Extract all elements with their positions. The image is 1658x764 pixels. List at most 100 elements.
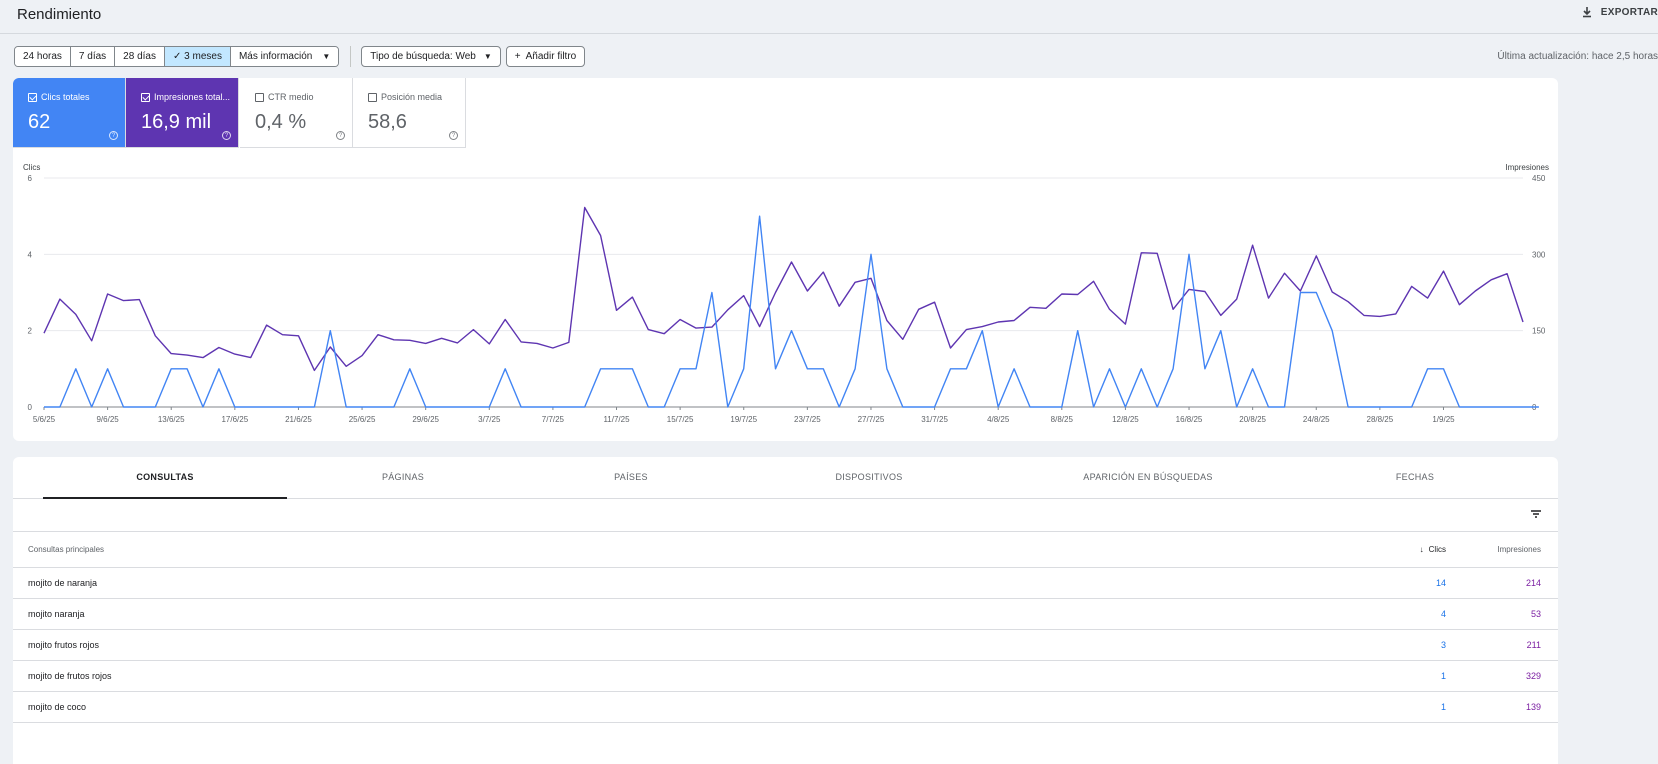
x-tick-label: 28/8/25 — [1367, 415, 1394, 424]
range-24h[interactable]: 24 horas — [15, 47, 71, 66]
impressions-cell: 139 — [1525, 702, 1541, 712]
x-tick-label: 13/6/25 — [158, 415, 185, 424]
search-type-dropdown[interactable]: Tipo de búsqueda: Web ▼ — [361, 46, 501, 67]
x-tick-label: 4/8/25 — [987, 415, 1010, 424]
checkbox-checked-icon — [141, 92, 150, 102]
table-row[interactable]: mojito naranja 4 53 — [13, 599, 1558, 630]
checkbox-unchecked-icon — [368, 92, 377, 102]
column-header-queries[interactable]: Consultas principales — [28, 545, 105, 554]
clicks-cell: 1 — [1440, 671, 1446, 681]
range-3m[interactable]: ✓ 3 meses — [164, 47, 231, 66]
metric-label: CTR medio — [268, 92, 314, 102]
add-filter-button[interactable]: + Añadir filtro — [505, 46, 586, 67]
table-row[interactable]: mojito de coco 1 139 — [13, 692, 1558, 723]
range-7d[interactable]: 7 días — [70, 47, 116, 66]
report-tabs: CONSULTAS PÁGINAS PAÍSES DISPOSITIVOS AP… — [13, 457, 1558, 499]
checkbox-checked-icon — [28, 92, 37, 102]
y-left-tick-label: 4 — [28, 250, 33, 259]
column-header-impressions[interactable]: Impresiones — [1497, 545, 1541, 554]
more-info-dropdown[interactable]: Más información ▼ — [230, 47, 339, 66]
y-right-tick-label: 300 — [1532, 250, 1546, 259]
table-row[interactable]: mojito de frutos rojos 1 329 — [13, 661, 1558, 692]
x-tick-label: 5/6/25 — [33, 415, 56, 424]
table-row[interactable]: mojito de naranja 14 214 — [13, 568, 1558, 599]
query-cell: mojito naranja — [28, 609, 85, 619]
metric-label: Clics totales — [41, 92, 90, 102]
help-icon[interactable]: ? — [222, 131, 231, 140]
table-row[interactable]: mojito frutos rojos 3 211 — [13, 630, 1558, 661]
tab-devices[interactable]: DISPOSITIVOS — [835, 472, 903, 482]
divider — [350, 46, 352, 67]
tab-queries[interactable]: CONSULTAS — [43, 457, 287, 499]
tab-pages[interactable]: PÁGINAS — [381, 472, 425, 482]
checkbox-unchecked-icon — [255, 92, 264, 102]
filter-list-icon[interactable] — [1530, 508, 1542, 520]
query-cell: mojito de frutos rojos — [28, 671, 112, 681]
query-cell: mojito de coco — [28, 702, 87, 712]
x-tick-label: 23/7/25 — [794, 415, 821, 424]
metric-average-position[interactable]: Posición media 58,6 ? — [353, 78, 466, 148]
tab-dates[interactable]: FECHAS — [1395, 472, 1435, 482]
x-tick-label: 3/7/25 — [478, 415, 501, 424]
x-tick-label: 7/7/25 — [542, 415, 565, 424]
column-header-clicks-label: Clics — [1428, 545, 1446, 554]
x-tick-label: 17/6/25 — [221, 415, 248, 424]
y-right-axis-label: Impresiones — [1505, 163, 1549, 172]
date-range-selector: 24 horas 7 días 28 días ✓ 3 meses Más in… — [14, 46, 340, 67]
x-tick-label: 11/7/25 — [603, 415, 630, 424]
x-tick-label: 20/8/25 — [1239, 415, 1266, 424]
metric-total-impressions[interactable]: Impresiones total... 16,9 mil ? — [126, 78, 239, 148]
export-button[interactable]: EXPORTAR — [1581, 6, 1658, 18]
query-cell: mojito frutos rojos — [28, 640, 100, 650]
clicks-cell: 3 — [1440, 640, 1446, 650]
y-right-tick-label: 150 — [1532, 327, 1546, 336]
y-left-tick-label: 6 — [28, 174, 33, 183]
page-title: Rendimiento — [17, 6, 102, 23]
x-tick-label: 16/8/25 — [1176, 415, 1203, 424]
x-tick-label: 31/7/25 — [921, 415, 948, 424]
download-icon — [1582, 7, 1591, 18]
x-tick-label: 15/7/25 — [667, 415, 694, 424]
x-tick-label: 8/8/25 — [1051, 415, 1074, 424]
y-left-tick-label: 0 — [28, 403, 33, 412]
impressions-cell: 214 — [1525, 578, 1541, 588]
x-tick-label: 29/6/25 — [412, 415, 439, 424]
help-icon[interactable]: ? — [449, 131, 458, 140]
metric-value: 62 — [28, 111, 51, 133]
export-label: EXPORTAR — [1600, 6, 1658, 18]
help-icon[interactable]: ? — [109, 131, 118, 140]
metric-label: Posición media — [381, 92, 443, 102]
tab-countries[interactable]: PAÍSES — [614, 472, 648, 482]
metric-value: 16,9 mil — [141, 111, 212, 133]
clicks-cell: 4 — [1440, 609, 1446, 619]
clicks-cell: 1 — [1440, 702, 1446, 712]
top-bar: Rendimiento EXPORTAR — [0, 0, 1658, 34]
report-table-card: CONSULTAS PÁGINAS PAÍSES DISPOSITIVOS AP… — [13, 457, 1558, 764]
metric-total-clicks[interactable]: Clics totales 62 ? — [13, 78, 126, 148]
range-3m-label: 3 meses — [184, 51, 222, 62]
metric-label: Impresiones total... — [154, 92, 231, 102]
check-icon: ✓ — [172, 51, 185, 62]
impressions-cell: 211 — [1526, 640, 1541, 650]
filter-bar: 24 horas 7 días 28 días ✓ 3 meses Más in… — [14, 46, 590, 67]
range-28d[interactable]: 28 días — [115, 47, 165, 66]
x-tick-label: 12/8/25 — [1112, 415, 1139, 424]
table-filter-row — [13, 499, 1558, 532]
x-tick-label: 21/6/25 — [285, 415, 312, 424]
help-icon[interactable]: ? — [336, 131, 345, 140]
metric-average-ctr[interactable]: CTR medio 0,4 % ? — [240, 78, 353, 148]
x-tick-label: 9/6/25 — [96, 415, 119, 424]
column-header-clicks[interactable]: ↓ Clics — [1420, 532, 1446, 568]
impressions-cell: 329 — [1525, 671, 1541, 681]
add-filter-label: Añadir filtro — [525, 51, 577, 62]
series-line-impressions — [43, 206, 1524, 372]
tab-search-appearance[interactable]: APARICIÓN EN BÚSQUEDAS — [1083, 472, 1213, 482]
y-right-tick-label: 450 — [1532, 174, 1546, 183]
metric-value: 58,6 — [368, 111, 407, 133]
plus-icon: + — [514, 51, 521, 62]
table-header: Consultas principales ↓ Clics Impresiones — [13, 532, 1558, 568]
caret-down-icon: ▼ — [322, 52, 331, 61]
sort-down-arrow-icon: ↓ — [1419, 545, 1424, 554]
y-left-tick-label: 2 — [28, 327, 33, 336]
